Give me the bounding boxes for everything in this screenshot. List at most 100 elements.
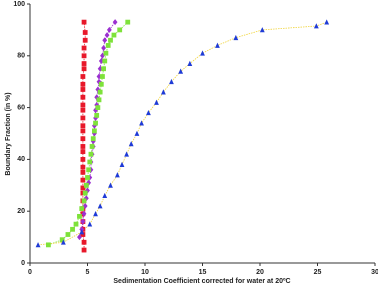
marker bbox=[97, 65, 103, 72]
marker bbox=[98, 81, 104, 87]
marker bbox=[80, 149, 86, 155]
marker bbox=[313, 23, 319, 29]
marker bbox=[60, 239, 66, 245]
marker bbox=[102, 192, 108, 199]
marker bbox=[70, 226, 75, 232]
marker bbox=[146, 109, 151, 116]
marker bbox=[87, 221, 93, 227]
x-axis-label: Sedimentation Coefficient corrected for … bbox=[113, 278, 290, 285]
marker bbox=[80, 107, 86, 113]
marker bbox=[103, 50, 109, 56]
marker bbox=[73, 221, 79, 227]
x-tick-label: 10 bbox=[141, 269, 149, 276]
marker bbox=[161, 89, 166, 95]
marker bbox=[80, 94, 86, 100]
marker bbox=[117, 27, 123, 33]
marker bbox=[81, 61, 87, 66]
series-line bbox=[48, 21, 129, 246]
marker bbox=[80, 81, 86, 87]
marker bbox=[93, 120, 98, 126]
marker bbox=[80, 185, 86, 191]
marker bbox=[81, 66, 87, 72]
marker bbox=[65, 232, 71, 237]
marker bbox=[80, 128, 86, 134]
marker bbox=[259, 27, 265, 33]
marker bbox=[134, 130, 140, 136]
marker bbox=[82, 190, 88, 196]
marker bbox=[119, 161, 125, 167]
marker bbox=[102, 58, 108, 64]
x-tick-label: 20 bbox=[256, 269, 264, 276]
marker bbox=[124, 151, 129, 157]
marker bbox=[102, 37, 108, 44]
y-tick-label: 0 bbox=[21, 260, 25, 267]
marker bbox=[101, 66, 106, 72]
marker bbox=[215, 42, 220, 48]
marker bbox=[81, 210, 87, 217]
marker bbox=[81, 53, 87, 59]
marker bbox=[104, 32, 110, 39]
marker bbox=[101, 45, 106, 52]
marker bbox=[80, 87, 86, 92]
marker bbox=[59, 237, 65, 243]
marker bbox=[85, 175, 90, 180]
marker bbox=[80, 164, 86, 170]
y-tick-label: 100 bbox=[13, 1, 25, 8]
marker bbox=[90, 136, 96, 142]
marker bbox=[81, 239, 87, 245]
y-tick-label: 60 bbox=[17, 104, 25, 111]
marker bbox=[187, 60, 193, 66]
marker bbox=[80, 74, 86, 79]
marker bbox=[80, 169, 86, 175]
marker bbox=[82, 30, 88, 35]
marker bbox=[128, 141, 134, 147]
marker bbox=[80, 144, 86, 149]
marker bbox=[97, 203, 103, 209]
marker bbox=[80, 123, 86, 129]
x-tick-label: 5 bbox=[86, 269, 90, 276]
marker bbox=[92, 128, 97, 134]
marker bbox=[80, 232, 86, 237]
marker bbox=[115, 172, 120, 178]
marker bbox=[35, 242, 41, 248]
marker bbox=[92, 130, 97, 137]
marker bbox=[139, 120, 144, 126]
marker bbox=[200, 50, 205, 56]
marker bbox=[81, 19, 87, 25]
marker bbox=[77, 234, 82, 241]
marker bbox=[80, 157, 86, 162]
marker bbox=[81, 247, 87, 253]
x-tick-label: 0 bbox=[28, 269, 32, 276]
marker bbox=[92, 122, 97, 129]
marker bbox=[88, 151, 94, 157]
marker bbox=[86, 179, 92, 186]
x-tick-label: 15 bbox=[199, 269, 207, 276]
marker bbox=[80, 115, 86, 121]
y-axis-label: Boundary Fraction (in %) bbox=[5, 92, 12, 175]
marker bbox=[169, 78, 174, 85]
marker bbox=[79, 229, 85, 235]
marker bbox=[89, 144, 95, 149]
marker bbox=[100, 52, 105, 59]
marker bbox=[80, 177, 86, 183]
marker bbox=[233, 34, 239, 41]
marker bbox=[81, 198, 87, 204]
marker bbox=[94, 112, 100, 118]
x-tick-label: 25 bbox=[314, 269, 322, 276]
marker bbox=[81, 45, 87, 51]
marker bbox=[125, 19, 131, 25]
marker bbox=[80, 102, 86, 108]
marker bbox=[46, 242, 51, 248]
marker bbox=[82, 37, 88, 43]
marker bbox=[95, 86, 101, 93]
marker bbox=[79, 206, 85, 212]
marker bbox=[100, 74, 105, 79]
x-tick-label: 30 bbox=[371, 269, 378, 276]
marker bbox=[80, 136, 86, 142]
y-tick-label: 80 bbox=[17, 53, 25, 60]
marker bbox=[83, 182, 89, 188]
marker bbox=[112, 19, 118, 26]
marker bbox=[97, 89, 103, 95]
marker bbox=[111, 32, 117, 38]
